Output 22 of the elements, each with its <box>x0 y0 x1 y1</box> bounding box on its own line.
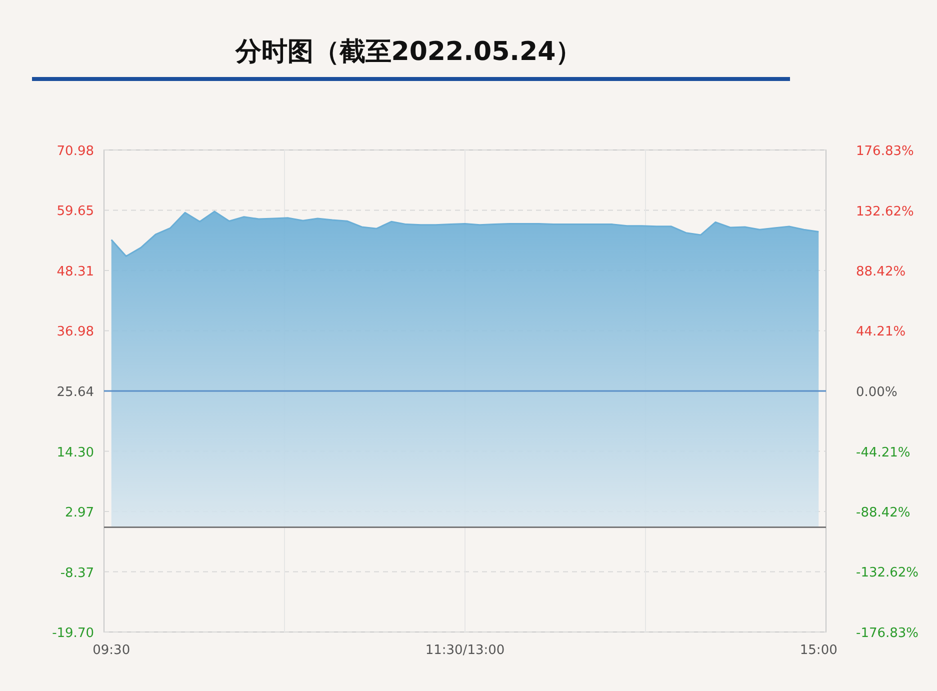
y2-tick-label: 88.42% <box>856 264 906 280</box>
y2-tick-label: -88.42% <box>856 506 910 521</box>
y2-tick-label: 0.00% <box>856 385 898 400</box>
y-tick-label: 70.98 <box>56 144 94 159</box>
y2-tick-label: -44.21% <box>856 445 910 460</box>
x-tick-label: 11:30/13:00 <box>425 643 505 658</box>
y-tick-label: 48.31 <box>56 264 94 280</box>
x-tick-label: 09:30 <box>92 643 130 658</box>
y2-tick-label: -132.62% <box>856 566 919 581</box>
y-tick-label: -8.37 <box>60 566 94 581</box>
y2-tick-label: 44.21% <box>856 324 906 340</box>
y2-tick-label: 132.62% <box>856 204 914 220</box>
chart-title: 分时图（截至2022.05.24） <box>234 37 582 67</box>
y-tick-label: 2.97 <box>65 506 94 520</box>
y-tick-label: -19.70 <box>52 626 94 641</box>
y-tick-label: 59.65 <box>56 204 94 220</box>
y-tick-label: 36.98 <box>56 324 94 340</box>
y2-tick-label: 176.83% <box>856 144 914 159</box>
y2-tick-label: -176.83% <box>856 626 919 641</box>
y-tick-label: 25.64 <box>56 385 94 400</box>
x-tick-label: 15:00 <box>800 643 838 658</box>
y-tick-label: 14.30 <box>56 445 94 460</box>
